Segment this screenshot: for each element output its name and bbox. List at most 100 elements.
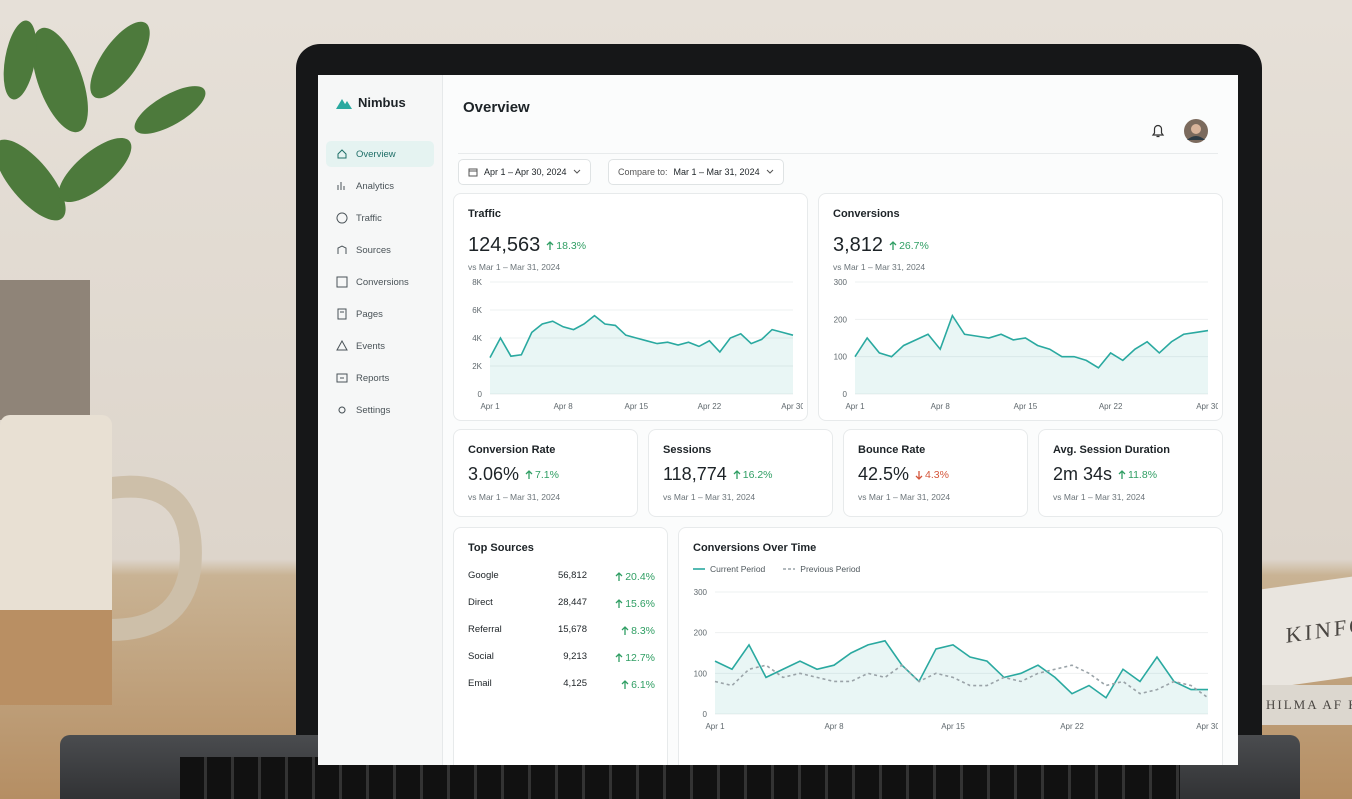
- change-arrow: [525, 469, 533, 479]
- change-arrow: [615, 653, 623, 662]
- source-change-cell: 6.1%: [615, 677, 655, 695]
- comparison: vs Mar 1 – Mar 31, 2024: [833, 262, 926, 272]
- change-value: 26.7%: [899, 239, 929, 252]
- top-sources-card: Top Sources Google 56,812 20.4% Direct 28,44…: [453, 527, 668, 765]
- leaves: [0, 20, 206, 221]
- change: 6.1%: [621, 679, 655, 691]
- card-title: Conversions Over Time: [693, 542, 817, 554]
- y-tick-label: 4K: [472, 334, 482, 343]
- nav-item[interactable]: Events: [326, 333, 434, 359]
- compare-label: Compare to:: [618, 167, 668, 177]
- change-value: 11.8%: [1128, 468, 1158, 481]
- x-tick-label: Apr 30: [1196, 722, 1218, 731]
- icon-shape: [336, 340, 348, 351]
- line-chart: 0 100 200 300 Apr 1 Apr 8 Apr 15 Apr 22 Apr 30: [694, 588, 1218, 731]
- calendar-icon: [468, 168, 478, 177]
- change: 18.3%: [546, 240, 586, 252]
- change: 15.6%: [615, 598, 655, 610]
- x-tick-label: Apr 8: [931, 402, 951, 411]
- source-change-cell: 15.6%: [609, 596, 655, 614]
- date-range: Apr 1 – Apr 30, 2024: [484, 167, 567, 177]
- brand: Nimbus: [336, 95, 406, 110]
- arrow-shape: [621, 680, 629, 689]
- line: [854, 313, 1209, 369]
- line: [714, 664, 1209, 699]
- change-value: 8.3%: [631, 625, 655, 637]
- nav-label: Events: [356, 340, 386, 352]
- area: [715, 640, 1208, 714]
- compare-range: Mar 1 – Mar 31, 2024: [673, 167, 760, 177]
- line-chart: 0 2K 4K 6K 8K Apr 1 Apr 8 Apr 15 Apr 22 Apr 30: [472, 278, 803, 411]
- nav-item[interactable]: Traffic: [326, 205, 434, 231]
- change: 20.4%: [615, 571, 655, 583]
- arrow-shape: [1118, 469, 1126, 479]
- nav-item[interactable]: Analytics: [326, 173, 434, 199]
- legend-item: Previous Period: [783, 564, 860, 574]
- change-arrow: [546, 240, 554, 250]
- y-tick-label: 300: [834, 278, 848, 287]
- arrow-shape: [889, 240, 897, 250]
- legend-swatch: [693, 568, 705, 570]
- nav-item[interactable]: Reports: [326, 365, 434, 391]
- metric-value: 3,812: [833, 234, 884, 256]
- change-value: 6.1%: [631, 679, 655, 691]
- plant: [0, 20, 206, 420]
- metric-value: 42.5%: [858, 464, 910, 484]
- change-value: 15.6%: [625, 598, 655, 610]
- pot: [0, 280, 90, 420]
- nav-item[interactable]: Overview: [326, 141, 434, 167]
- brand-logo: [336, 98, 352, 109]
- area: [855, 315, 1208, 394]
- y-tick-label: 8K: [472, 278, 482, 287]
- card-title: Traffic: [468, 208, 502, 220]
- x-tick-label: Apr 15: [624, 402, 648, 411]
- change-arrow: [621, 626, 629, 635]
- chevron: [766, 169, 773, 174]
- x-tick-label: Apr 15: [1014, 402, 1038, 411]
- kpi-card: Avg. Session Duration 2m 34s 11.8% vs Mar 1…: [1038, 429, 1223, 517]
- avatar[interactable]: [1184, 119, 1208, 143]
- legend-label: Current Period: [710, 564, 766, 574]
- source-name: Google: [468, 570, 499, 581]
- nav-item[interactable]: Pages: [326, 301, 434, 327]
- change-arrow: [615, 572, 623, 581]
- card-title: Top Sources: [468, 542, 534, 554]
- icon-shape: [338, 406, 346, 414]
- nav-icon: [337, 149, 347, 159]
- change: 26.7%: [889, 240, 929, 252]
- comparison: vs Mar 1 – Mar 31, 2024: [468, 492, 561, 502]
- nav-label: Pages: [356, 308, 383, 320]
- nav-item[interactable]: Sources: [326, 237, 434, 263]
- x-tick-label: Apr 22: [1060, 722, 1084, 731]
- kpi-card: Sessions 118,774 16.2% vs Mar 1 – Mar 31, 2…: [648, 429, 833, 517]
- metric-row: 2m 34s 11.8%: [1053, 464, 1157, 485]
- line: [714, 639, 1208, 699]
- kpi-title: Avg. Session Duration: [1053, 444, 1170, 456]
- compare-picker[interactable]: Compare to: Mar 1 – Mar 31, 2024: [608, 159, 784, 185]
- arrow-shape: [615, 599, 623, 608]
- change: 11.8%: [1118, 469, 1157, 481]
- metric-row: 118,774 16.2%: [663, 464, 773, 485]
- date-range-picker[interactable]: Apr 1 – Apr 30, 2024: [458, 159, 591, 185]
- comparison: vs Mar 1 – Mar 31, 2024: [1053, 492, 1146, 502]
- legend-label: Previous Period: [800, 564, 861, 574]
- y-tick-label: 6K: [472, 306, 482, 315]
- nav-item[interactable]: Conversions: [326, 269, 434, 295]
- source-name: Email: [468, 678, 492, 689]
- change-value: 20.4%: [625, 571, 655, 583]
- y-tick-label: 0: [478, 390, 483, 399]
- nav-icon: [336, 276, 348, 288]
- bell-icon[interactable]: [1150, 123, 1166, 139]
- comparison: vs Mar 1 – Mar 31, 2024: [663, 492, 756, 502]
- y-tick-label: 2K: [472, 362, 482, 371]
- nav-item[interactable]: Settings: [326, 397, 434, 423]
- kpi-card: Conversion Rate 3.06% 7.1% vs Mar 1 – Mar 3…: [453, 429, 638, 517]
- comparison: vs Mar 1 – Mar 31, 2024: [858, 492, 951, 502]
- x-tick-label: Apr 1: [480, 402, 500, 411]
- mug-base: [0, 610, 112, 705]
- arrow-shape: [615, 572, 623, 581]
- x-tick-label: Apr 22: [698, 402, 722, 411]
- change: 16.2%: [733, 469, 773, 481]
- icon-shape: [336, 276, 348, 288]
- y-tick-label: 0: [843, 390, 848, 399]
